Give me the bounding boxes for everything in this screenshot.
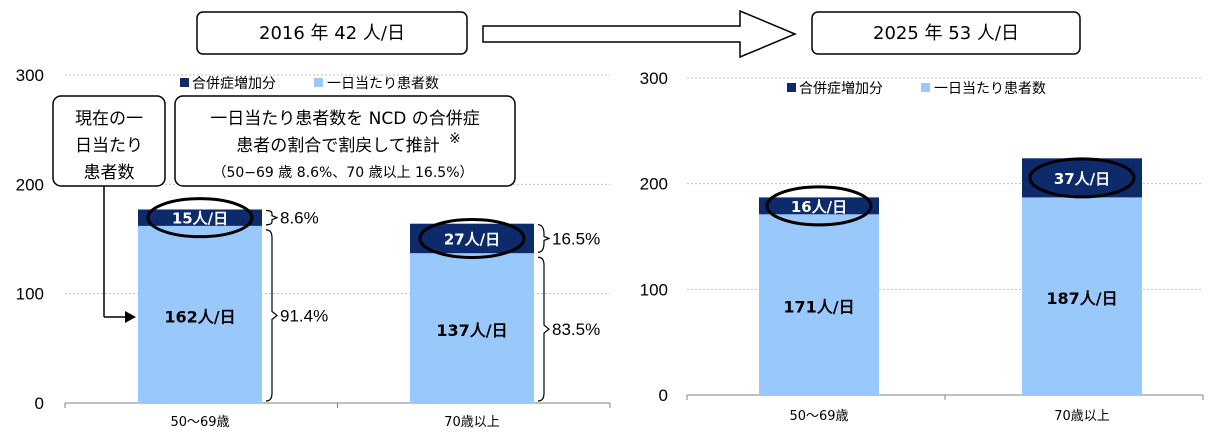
y-tick-label: 200 [640, 175, 668, 194]
bar-base-label: 137人/日 [436, 321, 507, 340]
bar-increase [759, 197, 879, 215]
pct-base-label: 83.5% [552, 320, 600, 339]
callout-estimate-line1: 一日当たり患者数を NCD の合併症 [210, 109, 479, 129]
bar-increase [138, 209, 262, 226]
bar-base [759, 214, 879, 395]
bar-base-label: 162人/日 [164, 307, 235, 326]
callout-pointer-arrowhead [125, 311, 136, 323]
legend-swatch-increase [787, 83, 796, 92]
chart-2016: 0 100 200 300 合併症増加分 一日当たり患者数 162人/日 15人/日 50〜69… [16, 66, 611, 430]
header-left-box [196, 11, 468, 55]
legend-swatch-base [921, 83, 930, 92]
callout-current-line2: 日当たり [75, 136, 143, 156]
header-right-box [811, 11, 1081, 55]
legend-swatch-base [314, 78, 323, 87]
y-tick-label: 300 [640, 69, 668, 88]
header-right-text: 2025 年 53 人/日 [873, 23, 1019, 44]
callout-current-line3: 患者数 [84, 163, 135, 183]
highlight-ellipse [418, 217, 526, 259]
legend-label-increase: 合併症増加分 [192, 76, 276, 92]
highlight-ellipse [1028, 157, 1136, 199]
bracket-increase [537, 224, 551, 253]
callout-estimate-mark: ※ [449, 131, 461, 147]
callout-estimate-box [174, 95, 516, 187]
x-category-label: 50〜69歳 [789, 409, 848, 424]
legend-label-base: 一日当たり患者数 [934, 81, 1046, 97]
legend-swatch-increase [180, 78, 189, 87]
bar-base [1022, 197, 1142, 395]
x-category-label: 50〜69歳 [170, 415, 229, 430]
x-category-label: 70歳以上 [1054, 409, 1110, 424]
callout-estimate-line3: （50−69 歳 8.6%、70 歳以上 16.5%） [212, 165, 473, 181]
bar-base-label: 187人/日 [1046, 289, 1117, 308]
header-arrow [482, 9, 797, 59]
bar-increase-label: 37人/日 [1054, 170, 1110, 188]
y-tick-label: 0 [35, 394, 44, 413]
highlight-ellipse [765, 185, 873, 227]
pct-base-label: 91.4% [280, 306, 328, 325]
bracket-increase [265, 209, 279, 226]
header-left-text: 2016 年 42 人/日 [259, 23, 405, 44]
callout-current-box [52, 95, 166, 187]
y-tick-label: 300 [16, 66, 44, 85]
y-tick-label: 100 [16, 285, 44, 304]
legend-label-base: 一日当たり患者数 [327, 76, 439, 92]
y-tick-label: 0 [659, 386, 668, 405]
bar-base [138, 225, 262, 403]
pct-increase-label: 8.6% [280, 209, 319, 228]
bar-increase-label: 27人/日 [444, 230, 500, 248]
y-tick-label: 100 [640, 280, 668, 299]
bar-increase [410, 223, 534, 254]
chart-2025: 0 100 200 300 合併症増加分 一日当たり患者数 171人/日 16人/日 50〜69… [640, 69, 1204, 424]
callout-estimate-line2: 患者の割合で割戻して推計 [236, 136, 440, 156]
bracket-base [265, 229, 278, 402]
y-tick-label: 200 [16, 175, 44, 194]
bar-increase-label: 16人/日 [791, 198, 847, 216]
bar-base [410, 253, 534, 403]
callout-current-line1: 現在の一 [75, 109, 143, 129]
legend-label-increase: 合併症増加分 [799, 81, 883, 97]
highlight-ellipse [146, 197, 254, 239]
bar-base-label: 171人/日 [783, 298, 854, 317]
bar-increase-label: 15人/日 [172, 210, 228, 228]
bracket-base [537, 256, 550, 402]
x-category-label: 70歳以上 [444, 415, 500, 430]
pct-increase-label: 16.5% [552, 229, 600, 248]
